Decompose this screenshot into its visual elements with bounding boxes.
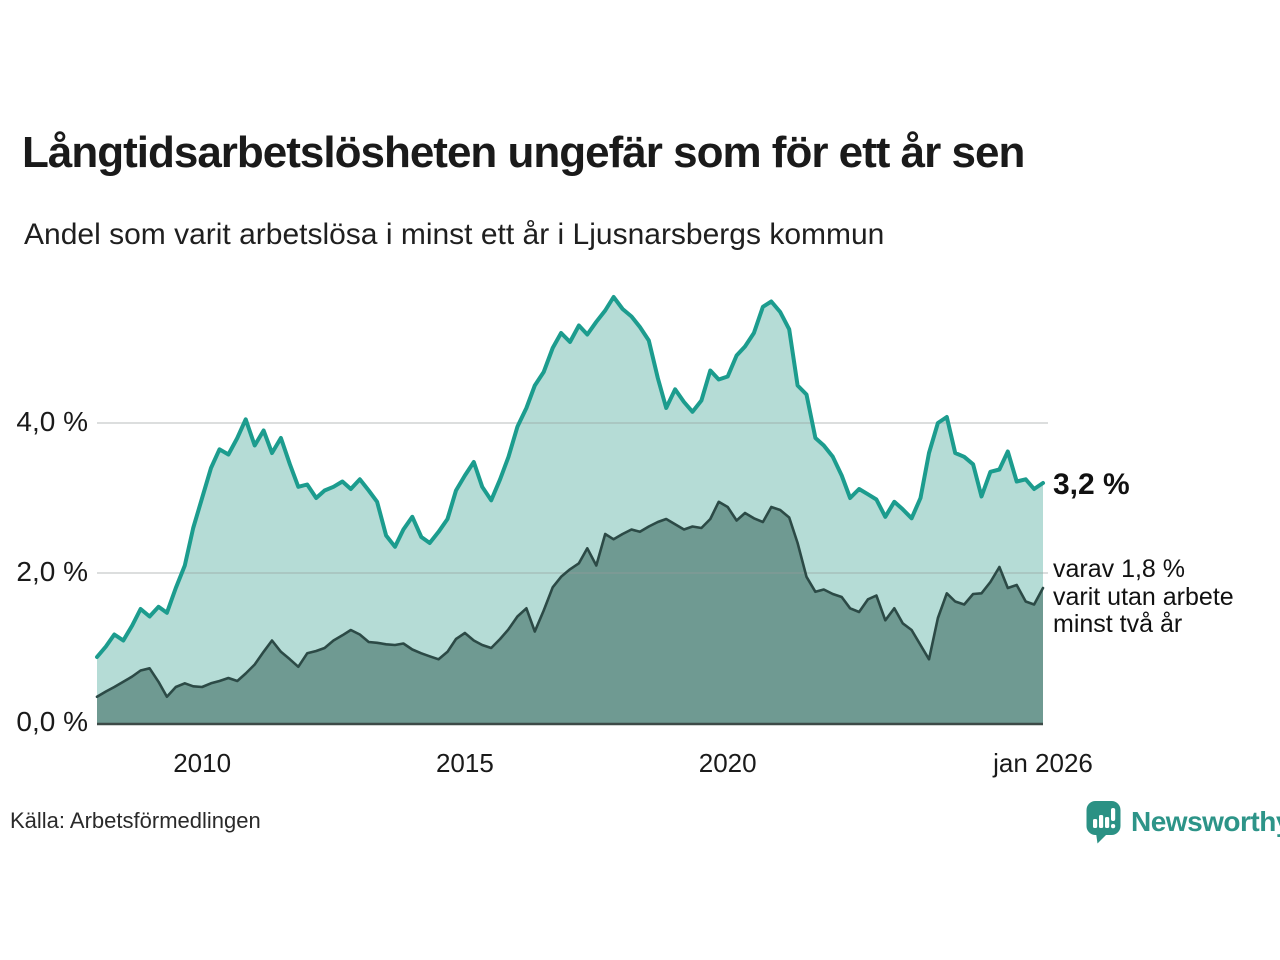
- x-axis-tick-label: 2015: [435, 748, 494, 778]
- x-axis-tick-label: jan 2026: [993, 748, 1093, 778]
- series-line-minst-tva-ar: [95, 500, 1045, 699]
- series-line-minst-ett-ar: [95, 295, 1045, 659]
- annotation-subset-line: varav 1,8 %: [1053, 555, 1186, 583]
- annotation-subset-line: minst två år: [1053, 610, 1183, 638]
- x-axis-tick-label: 2020: [698, 748, 757, 778]
- brand-name: Newsworthy: [1131, 806, 1280, 837]
- series-area-minst-tva-ar: [97, 501, 1043, 723]
- annotation-subset-value: varav 1,8 % varit utan arbete minst två …: [1053, 555, 1234, 639]
- brand-logo: Newsworthy: [1085, 800, 1280, 844]
- page-subtitle: Andel som varit arbetslösa i minst ett å…: [24, 218, 885, 251]
- y-axis-tick-label: 2,0 %: [16, 556, 88, 587]
- y-axis-tick-label: 0,0 %: [16, 706, 88, 737]
- x-axis-tick-label: 2010: [173, 748, 232, 778]
- annotation-subset-line: varit utan arbete: [1053, 582, 1234, 611]
- page-title: Långtidsarbetslösheten ungefär som för e…: [22, 128, 1025, 177]
- newsworthy-chart-bubble-icon: [1086, 801, 1121, 844]
- source-credit: Källa: Arbetsförmedlingen: [10, 808, 261, 833]
- annotation-total-value: 3,2 %: [1053, 468, 1130, 501]
- y-axis-tick-label: 4,0 %: [16, 406, 88, 437]
